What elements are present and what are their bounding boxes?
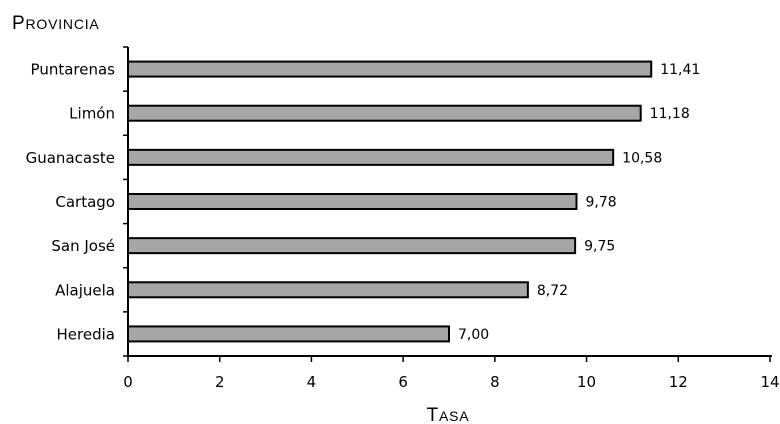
x-tick-label: 4 (307, 373, 317, 391)
data-label: 11,18 (650, 106, 690, 122)
bar (127, 281, 529, 299)
x-axis-title: TASA (427, 405, 470, 424)
category-label: San José (51, 237, 115, 255)
bar (127, 104, 642, 122)
x-ticks-group: 0 2 4 6 8 10 12 14 (123, 356, 780, 391)
category-label: Cartago (55, 193, 115, 211)
data-label: 8,72 (537, 283, 568, 299)
y-axis-title: PROVINCIA (12, 13, 100, 34)
x-tick-label: 12 (669, 373, 688, 391)
x-tick-label: 6 (398, 373, 408, 391)
bar (127, 60, 653, 78)
data-label: 11,41 (660, 62, 700, 78)
data-label: 7,00 (458, 327, 489, 343)
data-labels-group: 11,41 11,18 10,58 9,78 9,75 8,72 7,00 (458, 62, 700, 343)
category-label: Alajuela (55, 281, 115, 299)
x-tick-label: 14 (760, 373, 779, 391)
category-labels-group: Puntarenas Limón Guanacaste Cartago San José… (26, 61, 116, 344)
x-tick-label: 10 (577, 373, 596, 391)
bar (127, 237, 577, 255)
category-label: Guanacaste (26, 149, 115, 167)
data-label: 10,58 (622, 150, 662, 166)
bar (127, 325, 450, 343)
category-label: Puntarenas (31, 61, 116, 79)
bar (127, 148, 615, 166)
data-label: 9,75 (584, 239, 615, 255)
category-label: Limón (69, 105, 115, 123)
bar (127, 193, 578, 210)
x-tick-label: 8 (490, 373, 500, 391)
y-ticks-group (123, 46, 128, 357)
x-tick-label: 2 (215, 373, 225, 391)
category-label: Heredia (57, 325, 115, 343)
bars-group (127, 60, 653, 343)
x-tick-label: 0 (123, 373, 133, 391)
data-label: 9,78 (585, 195, 616, 211)
